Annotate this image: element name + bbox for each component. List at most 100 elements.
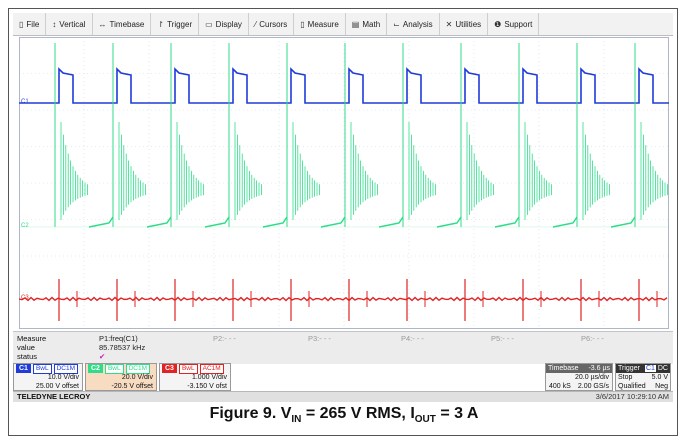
timestamp: 3/6/2017 10:29:10 AM <box>595 392 669 401</box>
menu-utilities[interactable]: ✕ Utilities <box>440 13 489 35</box>
menu-cursors[interactable]: ⁄ Cursors <box>249 13 295 35</box>
measure-p1-status: ✔ <box>99 352 106 361</box>
channel-c3-offset: -3.150 V ofst <box>187 383 227 390</box>
timebase-label: Timebase <box>548 365 579 372</box>
measure-p4[interactable]: P4:- - - <box>401 334 424 343</box>
channel-c2-offset: -20.5 V offset <box>111 383 153 390</box>
channel-bar: C1 BwL DC1M 10.0 V/div 25.00 V offset C2 Bw… <box>13 363 673 391</box>
trigger-level: 5.0 V <box>651 374 668 381</box>
brand-name: TELEDYNE LECROY <box>17 392 91 401</box>
channel-c1-coupling: DC1M <box>53 363 79 374</box>
c2-base <box>610 216 636 228</box>
channel-c1-bw: BwL <box>32 363 52 374</box>
menu-math[interactable]: ▤ Math <box>346 13 388 35</box>
measure-p3[interactable]: P3:- - - <box>308 334 331 343</box>
c2-base <box>204 216 230 228</box>
status-label: status <box>17 352 38 361</box>
menu-timebase-label: Timebase <box>109 19 145 29</box>
trigger-box[interactable]: Trigger C1 DC Stop 5.0 V Qualified Neg <box>615 363 671 391</box>
menu-display[interactable]: ▭ Display <box>199 13 249 35</box>
timebase-samples: 400 kS <box>549 383 571 390</box>
c3-marker: C3 <box>21 295 29 301</box>
timebase-box[interactable]: Timebase -3.6 µs 20.0 µs/div 400 kS 2.00… <box>545 363 613 391</box>
channel-c2-box[interactable]: C2 BwL DC1M 20.0 V/div -20.5 V offset <box>85 363 157 391</box>
menu-cursors-label: Cursors <box>259 19 288 29</box>
caption-mid: = 265 V RMS, I <box>301 405 415 422</box>
trigger-icon: ↾ <box>157 19 165 29</box>
measure-label: Measure <box>17 334 47 343</box>
channel-c2-tag: C2 <box>88 364 103 373</box>
measure-icon: ▯ <box>300 19 305 29</box>
measure-p2[interactable]: P2:- - - <box>213 334 236 343</box>
c2-base <box>436 216 462 228</box>
trigger-label: Trigger <box>618 365 640 372</box>
menu-measure[interactable]: ▯ Measure <box>294 13 346 35</box>
support-icon: ❶ <box>494 19 502 29</box>
c2-base <box>88 216 114 228</box>
measure-p1-name[interactable]: P1:freq(C1) <box>99 334 138 343</box>
grid-border <box>19 37 669 329</box>
channel-c2-coupling: DC1M <box>125 363 151 374</box>
timebase-rate: 2.00 GS/s <box>577 383 609 390</box>
c1-trace <box>19 67 669 104</box>
timebase-icon: ↔ <box>98 19 107 29</box>
menu-file-label: File <box>26 19 40 29</box>
menu-vertical[interactable]: ↕ Vertical <box>46 13 93 35</box>
channel-c1-vdiv: 10.0 V/div <box>47 374 79 381</box>
cursors-icon: ⁄ <box>254 19 257 29</box>
c2-base <box>378 216 404 228</box>
channel-c3-coupling: AC1M <box>199 363 224 374</box>
caption-suffix: = 3 A <box>435 405 479 422</box>
figure-frame: ▯ File ↕ Vertical ↔ Timebase ↾ Trigger ▭ Display ⁄… <box>8 8 678 436</box>
menu-trigger-label: Trigger <box>167 19 193 29</box>
menu-vertical-label: Vertical <box>59 19 86 29</box>
channel-c2-vdiv: 20.0 V/div <box>121 374 153 381</box>
trigger-coupling: DC <box>657 365 668 372</box>
channel-c1-offset: 25.00 V offset <box>35 383 79 390</box>
channel-c3-box[interactable]: C3 BwL AC1M 1.000 V/div -3.150 V ofst <box>159 363 231 391</box>
figure-caption: Figure 9. VIN = 265 V RMS, IOUT = 3 A <box>9 405 679 425</box>
utilities-icon: ✕ <box>445 19 453 29</box>
menu-display-label: Display <box>215 19 242 29</box>
menu-timebase[interactable]: ↔ Timebase <box>93 13 152 35</box>
menu-analysis[interactable]: ⌙ Analysis <box>387 13 440 35</box>
menu-file[interactable]: ▯ File <box>13 13 47 35</box>
measure-p6[interactable]: P6:- - - <box>581 334 604 343</box>
measure-p5[interactable]: P5:- - - <box>491 334 514 343</box>
analysis-icon: ⌙ <box>393 19 400 29</box>
channel-c3-vdiv: 1.000 V/div <box>191 374 227 381</box>
measure-p1-value: 85.78537 kHz <box>99 343 146 352</box>
caption-vin-sub: IN <box>291 414 302 426</box>
channel-c3-bw: BwL <box>178 363 198 374</box>
c2-base <box>552 216 578 228</box>
trigger-mode: Stop <box>618 374 633 381</box>
measure-panel: Measure value status P1:freq(C1) 85.7853… <box>13 331 673 364</box>
channel-c1-tag: C1 <box>16 364 31 373</box>
menu-support[interactable]: ❶ Support <box>488 13 540 35</box>
value-label: value <box>17 343 35 352</box>
caption-iout-sub: OUT <box>414 414 436 426</box>
math-icon: ▤ <box>351 19 360 29</box>
menu-bar: ▯ File ↕ Vertical ↔ Timebase ↾ Trigger ▭ Display ⁄… <box>13 13 673 36</box>
trigger-source: C1 <box>644 365 656 372</box>
channel-c1-box[interactable]: C1 BwL DC1M 10.0 V/div 25.00 V offset <box>13 363 83 391</box>
waveform-display: C1 C2 C3 <box>19 37 669 329</box>
c2-base <box>146 216 172 228</box>
c2-base <box>494 216 520 228</box>
c3-trace <box>19 296 668 302</box>
brand-bar: TELEDYNE LECROY 3/6/2017 10:29:10 AM <box>13 391 673 402</box>
vertical-icon: ↕ <box>52 19 57 29</box>
channel-c3-tag: C3 <box>162 364 177 373</box>
menu-measure-label: Measure <box>307 19 339 29</box>
trigger-qualifier: Qualified <box>618 383 646 390</box>
display-icon: ▭ <box>205 19 213 29</box>
c2-base <box>262 216 288 228</box>
oscilloscope-window: ▯ File ↕ Vertical ↔ Timebase ↾ Trigger ▭ Display ⁄… <box>13 13 673 402</box>
c2-marker: C2 <box>21 223 29 229</box>
channel-c2-bw: BwL <box>104 363 124 374</box>
file-icon: ▯ <box>19 19 24 29</box>
menu-trigger[interactable]: ↾ Trigger <box>151 13 200 35</box>
menu-math-label: Math <box>362 19 381 29</box>
caption-prefix: Figure 9. V <box>209 405 292 422</box>
menu-analysis-label: Analysis <box>402 19 433 29</box>
